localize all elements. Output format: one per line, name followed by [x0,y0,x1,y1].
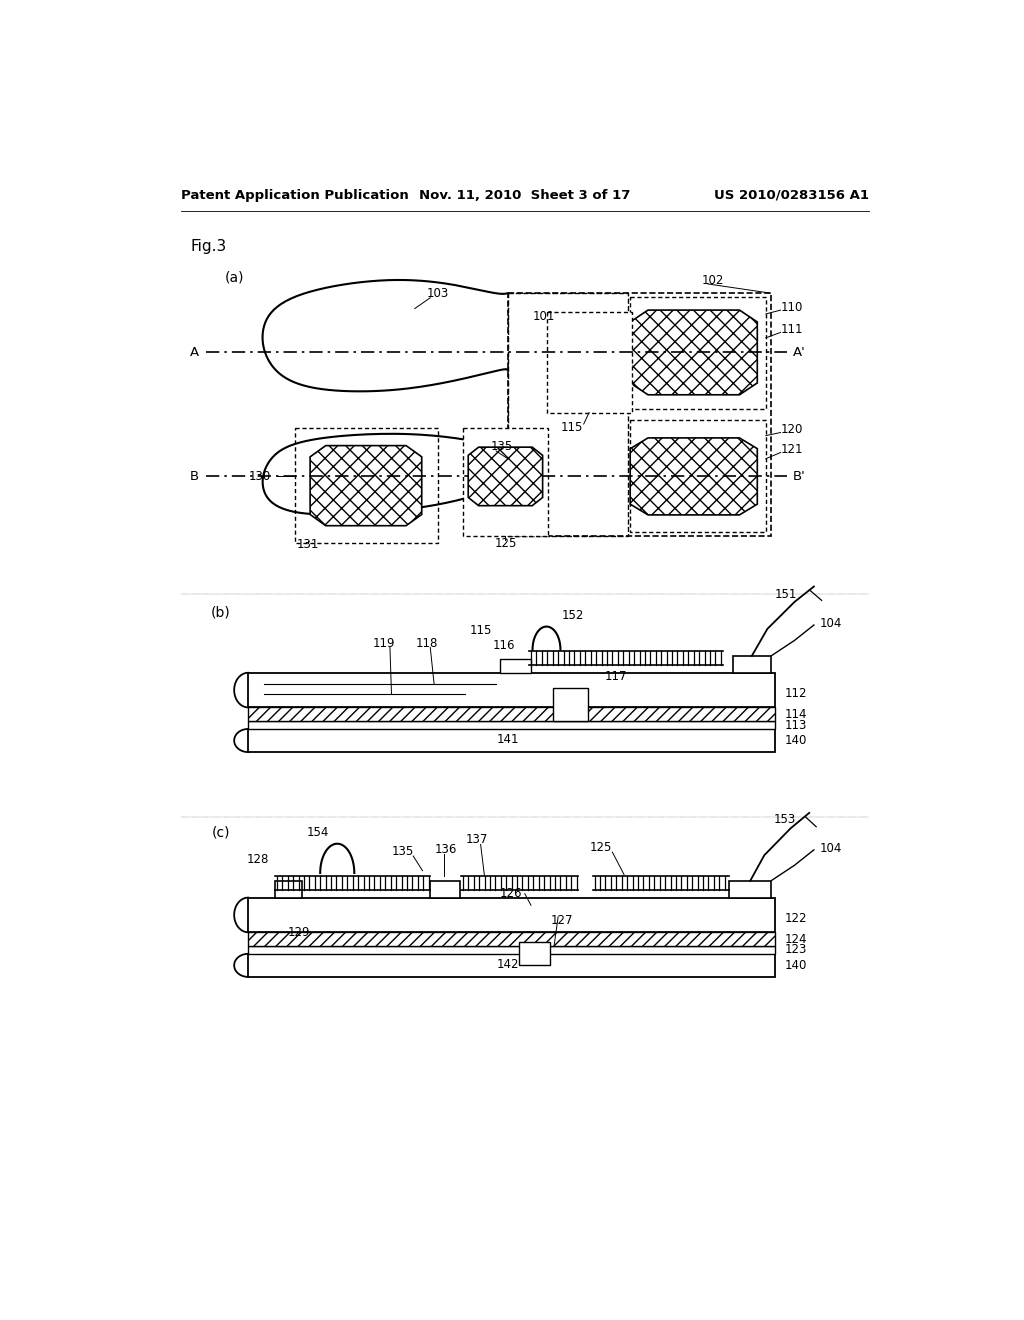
Text: B': B' [793,470,806,483]
Text: 128: 128 [247,853,269,866]
Text: 119: 119 [373,638,395,649]
Bar [508,293,771,536]
Bar [553,688,588,721]
Text: 126: 126 [500,887,521,900]
Bar [248,729,775,752]
Bar [729,880,771,898]
Text: 135: 135 [392,845,415,858]
Text: 114: 114 [784,708,807,721]
Bar [248,954,775,977]
Text: 152: 152 [562,609,585,622]
Text: 121: 121 [780,444,803,455]
Text: 115: 115 [470,624,493,638]
Text: 122: 122 [784,912,807,925]
Bar [248,721,775,729]
Text: 102: 102 [701,273,724,286]
Text: 111: 111 [780,323,803,335]
Text: 137: 137 [466,833,488,846]
Text: 110: 110 [780,301,803,314]
Bar [430,880,460,898]
Polygon shape [468,447,543,506]
Text: 127: 127 [551,915,573,927]
Text: Patent Application Publication: Patent Application Publication [180,189,409,202]
Bar [630,420,766,532]
Text: 135: 135 [490,440,513,453]
Text: 115: 115 [561,421,584,434]
Text: A: A [190,346,200,359]
Text: 112: 112 [784,688,807,701]
Bar [295,428,438,544]
Text: Nov. 11, 2010  Sheet 3 of 17: Nov. 11, 2010 Sheet 3 of 17 [419,189,631,202]
Text: 125: 125 [495,537,517,550]
Bar [275,880,302,898]
Text: 151: 151 [775,587,798,601]
Text: 140: 140 [784,734,807,747]
Bar [500,659,531,673]
Bar [547,313,632,413]
Text: 124: 124 [784,933,807,945]
Text: 104: 104 [819,616,842,630]
Text: 142: 142 [497,958,519,972]
Bar [248,708,775,721]
Bar [248,946,775,954]
Text: 123: 123 [784,944,807,957]
Text: 120: 120 [780,422,803,436]
Bar [732,656,771,673]
Text: 104: 104 [820,842,843,855]
Text: 131: 131 [297,539,319,552]
Text: (a): (a) [225,271,245,285]
Bar [508,293,628,536]
Text: 130: 130 [249,470,271,483]
Text: US 2010/0283156 A1: US 2010/0283156 A1 [714,189,869,202]
Text: 129: 129 [288,925,309,939]
Text: 117: 117 [604,671,627,684]
Text: 113: 113 [784,718,807,731]
Text: 101: 101 [532,310,555,323]
Text: Fig.3: Fig.3 [190,239,226,255]
Text: 103: 103 [427,286,450,300]
Polygon shape [630,310,758,395]
Text: 118: 118 [415,638,437,649]
Text: 141: 141 [497,733,519,746]
Text: 125: 125 [590,841,612,854]
Text: 140: 140 [784,958,807,972]
Text: (b): (b) [211,606,230,619]
Bar [248,932,775,946]
Text: A': A' [793,346,806,359]
Bar [248,673,775,708]
Text: 136: 136 [434,843,457,857]
Text: (c): (c) [212,826,230,840]
Text: 154: 154 [306,825,329,838]
Text: B: B [190,470,200,483]
Polygon shape [630,438,758,515]
Bar [463,428,548,536]
Bar [248,898,775,932]
Text: 116: 116 [493,639,515,652]
Bar [519,942,550,965]
Polygon shape [310,446,422,525]
Bar [630,297,766,409]
Text: 153: 153 [773,813,796,825]
